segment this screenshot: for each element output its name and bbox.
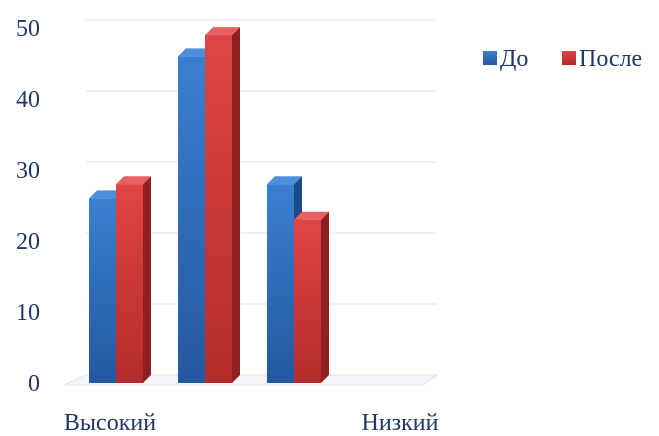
bar-top [116,176,151,185]
legend-label: До [500,46,528,72]
bar-side [143,176,151,383]
y-tick-label: 20 [16,229,40,255]
bar-front [89,198,116,383]
bar-1-1 [205,27,240,383]
legend-label: После [579,46,642,72]
chart-floor [63,374,439,386]
x-tick-label: Высокий [64,410,156,436]
y-tick-label: 0 [28,371,40,397]
bar-top [267,176,302,185]
bar-top [294,211,329,220]
legend-swatch [483,51,497,65]
y-tick-label: 40 [16,87,40,113]
bar-front [178,56,205,384]
y-tick-label: 10 [16,300,40,326]
bar-top [89,190,124,199]
bar-top [178,48,213,57]
bar-top [205,27,240,36]
y-tick-label: 50 [16,16,40,42]
floor-plane [63,374,439,386]
x-tick-label: Низкий [361,410,438,436]
bar-front [294,219,321,383]
bar-side [232,27,240,383]
y-tick-label: 30 [16,158,40,184]
legend-swatch [562,51,576,65]
x-axis: Высокий Низкий [64,410,439,436]
bar-2-1 [294,211,329,383]
bar-side [321,211,329,383]
y-axis: 0 10 20 30 40 50 [16,16,40,397]
legend: До После [483,46,642,72]
bar-front [267,184,294,383]
bar-front [205,35,232,383]
bar-front [116,184,143,383]
bars [89,27,329,384]
bar-0-1 [116,176,151,383]
